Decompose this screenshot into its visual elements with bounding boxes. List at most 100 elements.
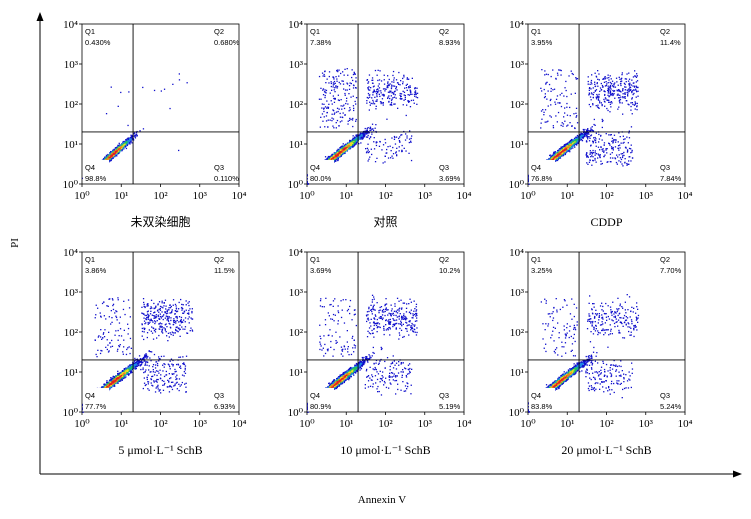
scatter-point [347, 103, 349, 105]
scatter-point [342, 112, 344, 114]
scatter-point [406, 78, 408, 80]
scatter-point [343, 149, 345, 151]
scatter-point [374, 161, 377, 163]
scatter-point [120, 147, 122, 150]
scatter-point [345, 102, 347, 105]
scatter-point [113, 150, 115, 153]
scatter-point [387, 91, 390, 93]
scatter-point [335, 111, 338, 113]
scatter-point [378, 90, 380, 92]
scatter-point [382, 144, 385, 146]
scatter-point [332, 76, 334, 78]
scatter-point [409, 86, 411, 88]
scatter-point [352, 142, 354, 144]
scatter-point [324, 156, 327, 158]
scatter-point [106, 156, 108, 158]
scatter-point [131, 139, 133, 141]
scatter-point [375, 105, 377, 107]
scatter-point [331, 103, 333, 105]
scatter-point [117, 148, 119, 150]
scatter-point [390, 90, 392, 92]
scatter-point [324, 70, 326, 73]
scatter-point [127, 124, 129, 127]
scatter-point [346, 142, 349, 144]
quadrant-value-q4: 80.0% [310, 174, 332, 183]
scatter-point [554, 151, 556, 153]
scatter-point [352, 73, 355, 76]
scatter-point [349, 147, 352, 149]
quadrant-name-q4: Q4 [310, 163, 320, 172]
scatter-point [327, 106, 329, 108]
scatter-point [373, 141, 375, 143]
scatter-point [339, 83, 342, 85]
scatter-point [129, 142, 131, 144]
scatter-point [333, 161, 335, 163]
scatter-point [337, 94, 339, 96]
scatter-point [409, 85, 411, 87]
scatter-point [340, 154, 342, 156]
scatter-point [378, 87, 381, 89]
scatter-point [352, 95, 354, 97]
scatter-point [358, 138, 361, 140]
scatter-point [406, 77, 408, 79]
scatter-point [353, 84, 355, 87]
scatter-point [125, 144, 127, 146]
scatter-point [319, 126, 321, 128]
quadrant-value-q2: 8.93% [439, 38, 461, 47]
scatter-point [339, 148, 341, 150]
scatter-point [380, 90, 382, 92]
scatter-point [400, 96, 402, 98]
scatter-point [352, 135, 354, 137]
scatter-point [386, 86, 389, 88]
scatter-point [411, 135, 413, 137]
scatter-point [349, 140, 351, 143]
scatter-point [323, 91, 326, 93]
scatter-point [392, 93, 395, 95]
quadrant-value-q2: 0.680% [214, 38, 240, 47]
scatter-point [344, 144, 346, 146]
scatter-point [121, 143, 124, 145]
scatter-point [133, 139, 135, 141]
scatter-point [125, 144, 128, 146]
scatter-point [375, 144, 378, 147]
scatter-point [335, 122, 337, 124]
scatter-point [400, 80, 402, 82]
scatter-point [114, 154, 117, 156]
scatter-point [408, 87, 410, 89]
scatter-point [552, 153, 555, 156]
scatter-point [371, 128, 373, 130]
scatter-point [130, 141, 132, 143]
scatter-point [342, 145, 344, 147]
scatter-point [406, 104, 408, 106]
scatter-point [401, 134, 403, 136]
scatter-point [321, 107, 323, 109]
quadrant-name-q2: Q2 [214, 27, 224, 36]
scatter-point [354, 142, 356, 144]
scatter-point [342, 151, 344, 154]
scatter-point [324, 106, 327, 108]
scatter-point [360, 138, 362, 140]
scatter-point [107, 155, 109, 157]
scatter-point [410, 140, 412, 142]
outer-x-axis-arrowhead [733, 470, 742, 478]
scatter-point [388, 78, 390, 81]
scatter-point [374, 96, 376, 98]
scatter-point [404, 96, 406, 99]
scatter-point [379, 95, 381, 97]
scatter-point [342, 105, 344, 107]
scatter-point [117, 147, 119, 149]
scatter-point [123, 148, 125, 150]
scatter-point [374, 91, 376, 93]
scatter-point [414, 88, 416, 90]
scatter-point [353, 72, 355, 74]
scatter-point [377, 79, 379, 82]
scatter-point [346, 97, 348, 99]
scatter-point [368, 89, 370, 91]
scatter-point [416, 92, 419, 94]
scatter-point [345, 143, 347, 146]
scatter-point [371, 77, 374, 79]
scatter-point [390, 95, 392, 97]
scatter-point [351, 76, 353, 79]
scatter-point [355, 134, 357, 136]
quadrant-value-q3: 3.69% [439, 174, 461, 183]
